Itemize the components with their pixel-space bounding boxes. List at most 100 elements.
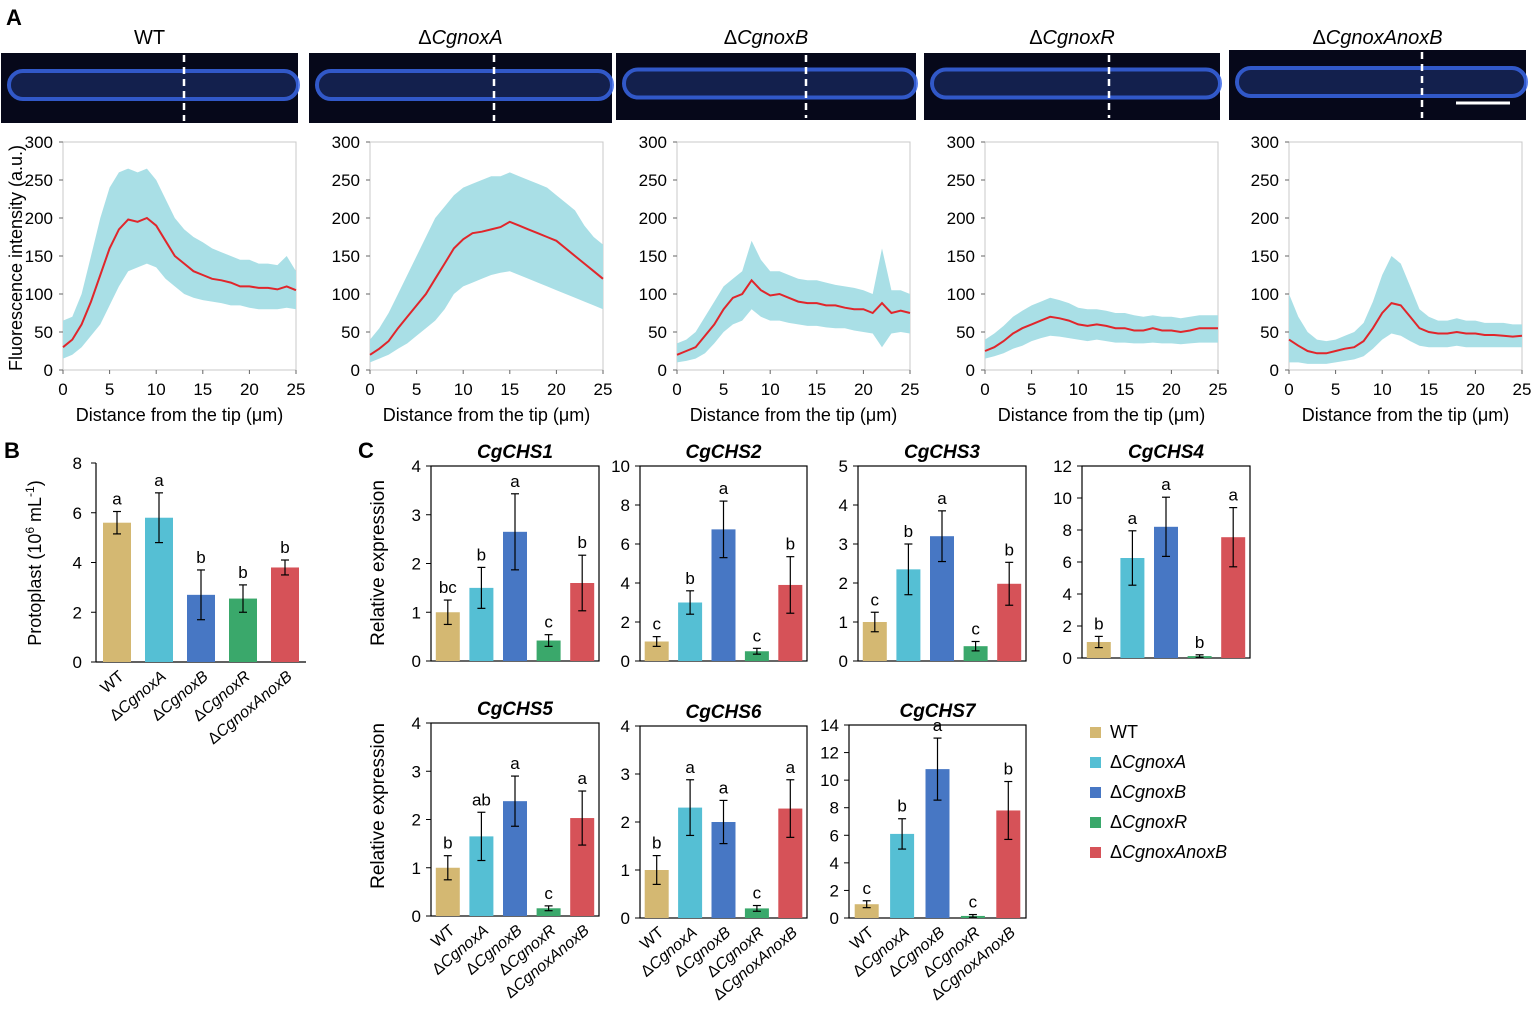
y-tick-label: 8 bbox=[621, 496, 630, 515]
y-tick-label: 2 bbox=[621, 613, 630, 632]
y-tick-label: 0 bbox=[966, 361, 975, 380]
bar bbox=[536, 640, 561, 661]
bar bbox=[644, 641, 669, 661]
x-tick-label: 20 bbox=[240, 380, 259, 399]
significance-letter: a bbox=[1228, 486, 1238, 505]
legend-swatch bbox=[1090, 727, 1101, 738]
y-tick-label: 8 bbox=[830, 799, 839, 818]
y-tick-label: 300 bbox=[947, 133, 975, 152]
y-tick-label: 0 bbox=[658, 361, 667, 380]
significance-letter: b bbox=[904, 522, 913, 541]
significance-letter: b bbox=[238, 563, 247, 582]
panel-label-c: C bbox=[358, 438, 374, 463]
x-tick-label: 5 bbox=[412, 380, 421, 399]
x-tick-label: 5 bbox=[105, 380, 114, 399]
y-tick-label: 4 bbox=[839, 496, 848, 515]
y-tick-label: 300 bbox=[639, 133, 667, 152]
y-tick-label: 2 bbox=[621, 813, 630, 832]
significance-letter: b bbox=[652, 834, 661, 853]
x-tick-label: 15 bbox=[193, 380, 212, 399]
significance-letter: a bbox=[1161, 475, 1171, 494]
mean-line bbox=[984, 315, 1218, 352]
y-tick-label: 150 bbox=[25, 247, 53, 266]
significance-letter: b bbox=[897, 797, 906, 816]
y-tick-label: 50 bbox=[648, 323, 667, 342]
y-tick-label: 10 bbox=[820, 771, 839, 790]
bar bbox=[854, 904, 879, 918]
y-axis-label: Relative expression bbox=[368, 480, 389, 646]
x-tick-label: 0 bbox=[980, 380, 989, 399]
error-band bbox=[985, 297, 1218, 359]
y-tick-label: 10 bbox=[611, 457, 630, 476]
significance-letter: b bbox=[1094, 614, 1103, 633]
x-tick-label: 10 bbox=[1373, 380, 1392, 399]
significance-letter: ab bbox=[472, 790, 491, 809]
y-tick-label: 0 bbox=[351, 361, 360, 380]
y-tick-label: 250 bbox=[947, 171, 975, 190]
bar bbox=[744, 908, 769, 918]
y-tick-label: 50 bbox=[34, 323, 53, 342]
expression-subplot: 0 1 2 3 4 CgCHS1 bc b a c b bbox=[412, 442, 600, 671]
y-tick-label: 0 bbox=[412, 652, 421, 671]
y-tick-label: 8 bbox=[1063, 521, 1072, 540]
expression-subplot: 0 1 2 3 4 5 CgCHS3 c b a c b bbox=[839, 442, 1027, 671]
y-tick-label: 4 bbox=[412, 714, 421, 733]
y-tick-label: 200 bbox=[639, 209, 667, 228]
y-tick-label: 4 bbox=[1063, 585, 1072, 604]
panel-label-b: B bbox=[4, 438, 20, 463]
legend-swatch bbox=[1090, 847, 1101, 858]
y-tick-label: 200 bbox=[947, 209, 975, 228]
significance-letter: a bbox=[786, 758, 796, 777]
y-tick-label: 0 bbox=[1270, 361, 1279, 380]
significance-letter: a bbox=[510, 472, 520, 491]
x-tick-label: 25 bbox=[1513, 380, 1531, 399]
y-tick-label: 0 bbox=[621, 652, 630, 671]
expression-subplot: 01234CgCHS5bWTabΔCgnoxAaΔCgnoxBcΔCgnoxRa… bbox=[412, 699, 600, 1002]
y-tick-label: 4 bbox=[621, 574, 630, 593]
x-tick-label: 25 bbox=[1209, 380, 1228, 399]
significance-letter: c bbox=[969, 893, 978, 912]
profile-subplot: ΔCgnoxAnoxB 0 50 100 150 200 250 300 0 5 10 15 20 25D… bbox=[1229, 27, 1531, 425]
y-tick-label: 0 bbox=[839, 652, 848, 671]
bar bbox=[271, 567, 299, 662]
subplot-title: CgCHS3 bbox=[904, 442, 980, 463]
significance-letter: c bbox=[753, 626, 762, 645]
micrograph-background bbox=[1, 53, 298, 123]
subplot-title: ΔCgnoxAnoxB bbox=[1312, 27, 1442, 49]
significance-letter: b bbox=[685, 569, 694, 588]
subplot-title: CgCHS6 bbox=[685, 702, 761, 723]
x-axis-label: Distance from the tip (μm) bbox=[690, 405, 897, 425]
y-tick-label: 50 bbox=[341, 323, 360, 342]
y-tick-label: 50 bbox=[1260, 323, 1279, 342]
y-axis-label: Protoplast (106 mL-1) bbox=[23, 480, 45, 645]
y-tick-label: 6 bbox=[830, 826, 839, 845]
x-tick-label: 20 bbox=[854, 380, 873, 399]
error-band bbox=[370, 172, 603, 363]
error-band bbox=[63, 168, 296, 359]
bar bbox=[103, 522, 131, 662]
x-tick-label: 15 bbox=[807, 380, 826, 399]
y-tick-label: 10 bbox=[1053, 489, 1072, 508]
legend-label: ΔCgnoxAnoxB bbox=[1110, 842, 1227, 862]
y-tick-label: 12 bbox=[1053, 457, 1072, 476]
legend-swatch bbox=[1090, 757, 1101, 768]
significance-letter: b bbox=[196, 548, 205, 567]
x-tick-label: 5 bbox=[1027, 380, 1036, 399]
legend-swatch bbox=[1090, 817, 1101, 828]
y-tick-label: 4 bbox=[621, 717, 630, 736]
y-tick-label: 250 bbox=[639, 171, 667, 190]
significance-letter: a bbox=[577, 769, 587, 788]
significance-letter: c bbox=[544, 884, 553, 903]
y-tick-label: 250 bbox=[25, 171, 53, 190]
significance-letter: b bbox=[477, 545, 486, 564]
y-tick-label: 1 bbox=[412, 859, 421, 878]
legend-label: ΔCgnoxB bbox=[1110, 782, 1186, 802]
y-tick-label: 200 bbox=[25, 209, 53, 228]
mean-line bbox=[676, 278, 911, 356]
hypha-fill bbox=[1239, 70, 1526, 94]
y-axis-label-part: -1 bbox=[23, 486, 37, 497]
error-band bbox=[677, 240, 910, 363]
profile-subplot: ΔCgnoxR 0 50 100 150 200 250 300 0 5 10 15 20 25Dista… bbox=[924, 27, 1227, 425]
bar bbox=[1086, 642, 1111, 658]
